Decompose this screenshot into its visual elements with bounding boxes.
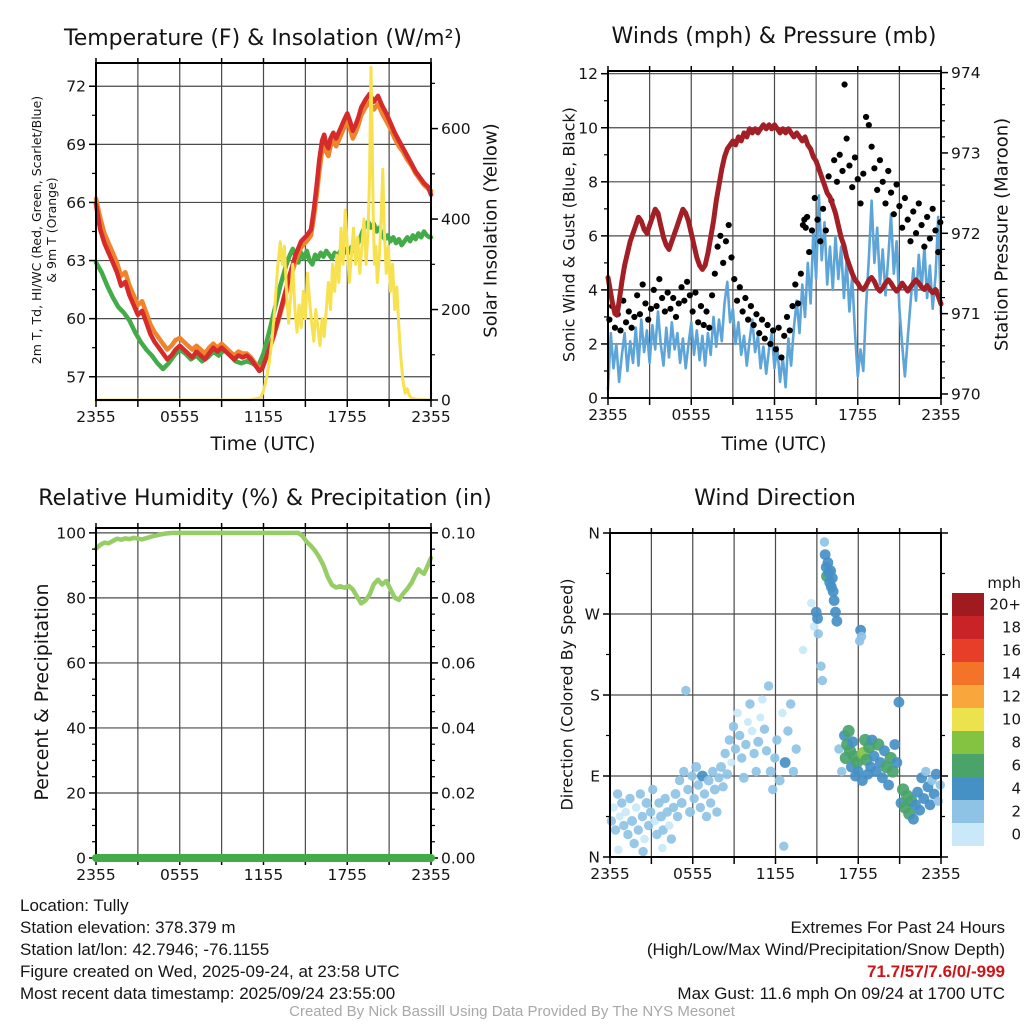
figure-created: Figure created on Wed, 2025-09-24, at 23… [20,962,400,981]
svg-text:2: 2 [588,335,598,353]
svg-text:12: 12 [1002,688,1021,706]
svg-text:4: 4 [1011,780,1021,798]
svg-text:0.02: 0.02 [441,784,476,802]
extremes-subtitle: (High/Low/Max Wind/Precipitation/Snow De… [646,940,1005,959]
svg-text:18: 18 [1002,619,1021,637]
svg-text:10: 10 [578,119,598,137]
svg-text:4: 4 [588,281,598,299]
svg-text:400: 400 [441,211,471,229]
svg-text:2355: 2355 [921,406,960,424]
svg-text:200: 200 [441,301,471,319]
svg-text:1155: 1155 [244,866,283,884]
station-location: Location: Tully [20,896,129,915]
svg-text:970: 970 [951,385,981,403]
svg-text:0.08: 0.08 [441,589,476,607]
svg-text:N: N [588,849,600,867]
svg-text:16: 16 [1002,642,1021,660]
svg-text:60: 60 [66,654,86,672]
data-timestamp: Most recent data timestamp: 2025/09/24 2… [20,984,396,1003]
svg-text:60: 60 [66,310,86,328]
credit-line: Created By Nick Bassill Using Data Provi… [289,1003,735,1020]
svg-text:0.06: 0.06 [441,654,476,672]
svg-text:0.00: 0.00 [441,850,476,868]
extremes-title: Extremes For Past 24 Hours [790,918,1005,937]
extremes-values: 71.7/57/7.6/0/-999 [866,962,1005,981]
svg-text:1755: 1755 [838,406,877,424]
svg-text:6: 6 [1011,757,1021,775]
svg-text:63: 63 [66,252,86,270]
svg-text:S: S [590,687,600,705]
svg-text:1155: 1155 [756,865,795,883]
svg-text:6: 6 [588,227,598,245]
svg-text:600: 600 [441,120,471,138]
svg-text:0555: 0555 [160,408,199,426]
svg-text:8: 8 [588,173,598,191]
svg-text:66: 66 [66,194,86,212]
svg-text:2355: 2355 [921,865,960,883]
svg-text:0: 0 [588,390,598,408]
svg-text:72: 72 [66,78,86,96]
max-gust: Max Gust: 11.6 mph On 09/24 at 1700 UTC [677,984,1005,1003]
svg-text:1755: 1755 [839,865,878,883]
svg-text:E: E [590,768,600,786]
station-elevation: Station elevation: 378.379 m [20,918,236,937]
wind-direction-chart-title: Wind Direction [694,486,856,511]
svg-text:20: 20 [66,784,86,802]
svg-text:69: 69 [66,136,86,154]
svg-text:N: N [588,525,600,543]
station-info: Location: Tully Station elevation: 378.3… [20,895,400,1005]
svg-text:40: 40 [66,719,86,737]
svg-text:1155: 1155 [244,408,283,426]
svg-text:mph: mph [987,574,1021,592]
winds-x-axis-label: Time (UTC) [721,433,827,455]
svg-text:1755: 1755 [328,866,367,884]
svg-text:2: 2 [1011,803,1021,821]
svg-text:0.10: 0.10 [441,524,476,542]
svg-text:973: 973 [951,144,981,162]
svg-text:W: W [585,606,600,624]
svg-text:2355: 2355 [588,406,627,424]
svg-text:57: 57 [66,368,86,386]
station-latlon: Station lat/lon: 42.7946; -76.1155 [20,940,270,959]
svg-text:2355: 2355 [76,408,115,426]
svg-text:12: 12 [578,65,598,83]
svg-text:0.04: 0.04 [441,719,476,737]
svg-text:2355: 2355 [590,865,629,883]
svg-text:0: 0 [441,392,451,410]
svg-text:974: 974 [951,64,981,82]
svg-text:971: 971 [951,305,981,323]
svg-text:972: 972 [951,225,981,243]
svg-text:8: 8 [1011,734,1021,752]
svg-text:0555: 0555 [673,865,712,883]
temperature-chart-title: Temperature (F) & Insolation (W/m²) [64,26,462,51]
svg-text:2355: 2355 [76,866,115,884]
svg-text:80: 80 [66,589,86,607]
winds-chart-title: Winds (mph) & Pressure (mb) [611,24,937,49]
svg-text:2355: 2355 [411,866,450,884]
humidity-chart-title: Relative Humidity (%) & Precipitation (i… [38,486,492,511]
svg-text:0: 0 [1011,826,1021,844]
svg-text:0555: 0555 [672,406,711,424]
svg-text:100: 100 [56,524,86,542]
svg-text:1755: 1755 [328,408,367,426]
svg-text:0555: 0555 [160,866,199,884]
extremes-info: Extremes For Past 24 Hours (High/Low/Max… [647,917,1005,1005]
svg-text:20+: 20+ [989,596,1021,614]
svg-text:1155: 1155 [755,406,794,424]
temperature-x-axis-label: Time (UTC) [210,433,316,455]
svg-text:14: 14 [1002,665,1021,683]
svg-text:2355: 2355 [411,408,450,426]
svg-text:0: 0 [76,850,86,868]
svg-text:10: 10 [1002,711,1021,729]
